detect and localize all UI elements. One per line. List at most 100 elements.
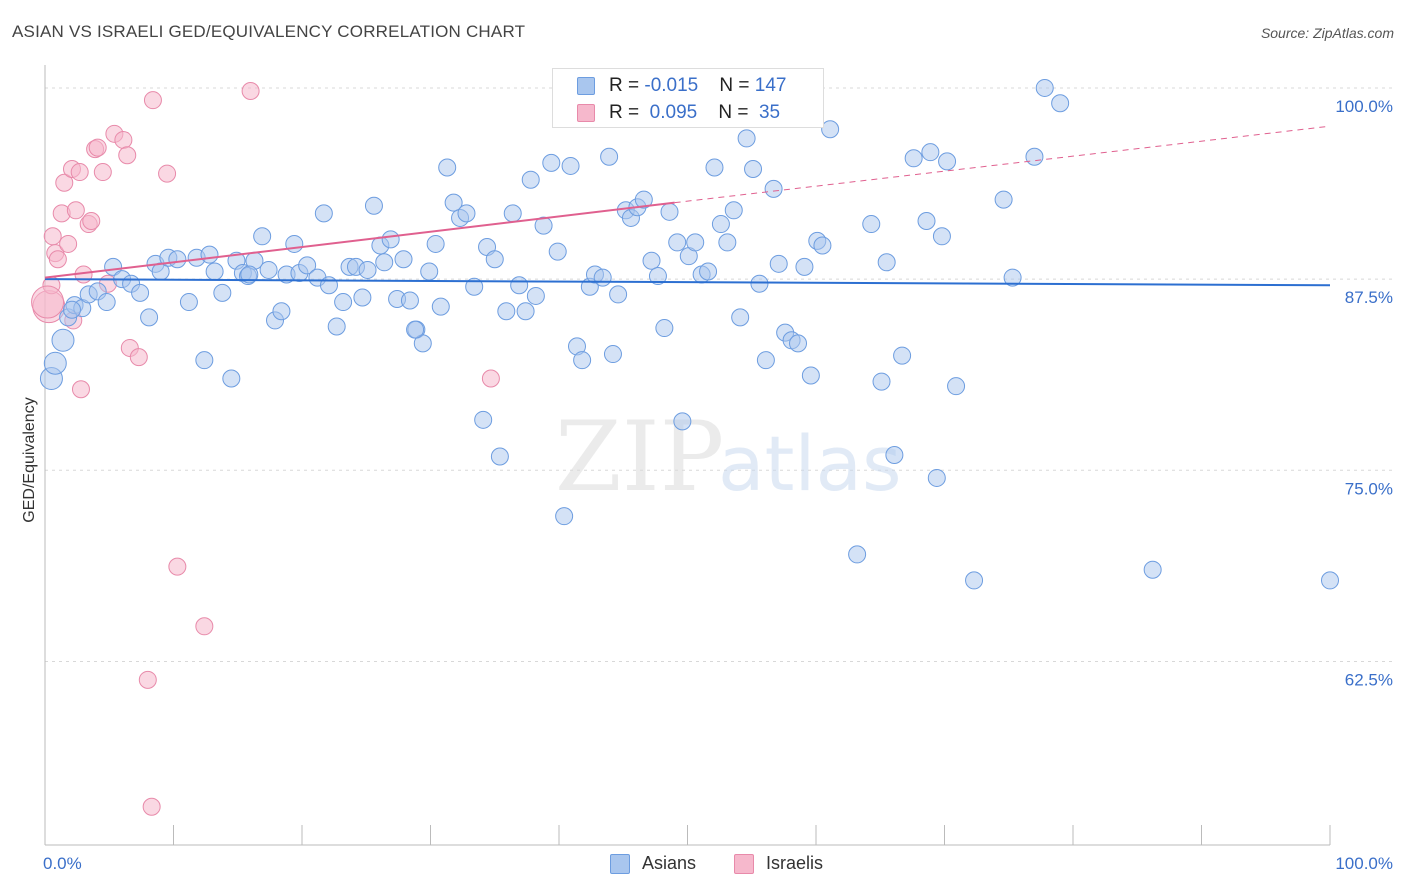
axes	[44, 65, 1331, 846]
asian-point	[872, 372, 891, 391]
chart-title: ASIAN VS ISRAELI GED/EQUIVALENCY CORRELA…	[12, 22, 526, 41]
asian-point	[801, 366, 820, 385]
asian-point	[1321, 571, 1339, 590]
asian-point	[655, 319, 674, 338]
israeli-point	[48, 250, 67, 269]
trend-lines	[44, 125, 1331, 287]
asian-point	[573, 351, 592, 370]
correlation-legend: R = -0.015 N = 147 R = 0.095 N = 35	[552, 68, 824, 128]
israeli-point	[114, 130, 133, 149]
israeli-point	[43, 227, 62, 246]
asian-point	[131, 283, 150, 302]
israeli-point	[88, 138, 107, 157]
series-legend: Asians Israelis	[0, 850, 1406, 878]
asian-point	[516, 302, 535, 321]
asian-point	[1051, 94, 1070, 113]
asian-point	[285, 234, 304, 253]
asian-point	[213, 283, 232, 302]
y-tick-label-1: 75.0%	[1345, 479, 1393, 498]
asian-point	[764, 179, 783, 198]
asian-point	[521, 170, 540, 189]
israeli-point	[168, 557, 187, 576]
israeli-point	[129, 348, 148, 367]
israeli-point	[118, 146, 137, 165]
x-tick-label-1: 100.0%	[1335, 854, 1393, 873]
legend-label-israelis: Israelis	[766, 853, 824, 873]
asian-point	[548, 242, 567, 261]
legend-text-asians: R = -0.015 N = 147	[609, 75, 786, 97]
asian-point	[668, 233, 687, 252]
n-label: N =	[718, 102, 754, 123]
asian-point	[744, 160, 763, 178]
n-value: 147	[754, 75, 787, 96]
asian-point	[200, 245, 219, 264]
asian-point	[364, 196, 383, 215]
watermark-zip: ZIP	[555, 401, 724, 513]
r-label: R =	[609, 75, 645, 96]
legend-text-israelis: R = 0.095 N = 35	[609, 102, 780, 124]
source-label: Source: ZipAtlas.com	[1260, 25, 1394, 41]
asian-point	[62, 300, 81, 319]
asian-point	[648, 267, 667, 286]
asian-point	[474, 410, 493, 429]
israeli-point	[55, 173, 74, 192]
asian-point	[542, 153, 561, 172]
asian-point	[673, 412, 692, 431]
asian-point	[731, 308, 750, 327]
asian-point	[420, 262, 439, 281]
asian-point	[327, 317, 346, 336]
asian-point	[319, 276, 338, 295]
asian-point	[526, 286, 545, 305]
asian-point	[737, 129, 756, 148]
asian-point	[686, 233, 705, 252]
israeli-trend-line	[44, 201, 675, 279]
israeli-point	[138, 670, 157, 689]
x-tick-label-0: 0.0%	[43, 854, 82, 873]
watermark-atlas: atlas	[718, 419, 902, 508]
y-tick-label-3: 100.0%	[1335, 97, 1393, 116]
israeli-point	[481, 369, 500, 388]
legend-swatch-israelis	[577, 104, 595, 122]
asian-point	[140, 308, 159, 327]
asian-point	[603, 345, 622, 364]
israeli-point	[66, 201, 85, 220]
y-tick-label-2: 87.5%	[1345, 288, 1393, 307]
watermark: ZIP atlas	[555, 401, 902, 513]
israeli-point	[82, 212, 101, 230]
asian-point	[724, 201, 743, 220]
asian-point	[259, 260, 278, 279]
asian-point	[400, 291, 419, 310]
asian-point	[43, 351, 67, 375]
asian-point	[756, 351, 775, 370]
y-axis-label: GED/Equivalency	[21, 397, 38, 523]
asian-point	[438, 158, 457, 177]
asian-point	[1025, 147, 1044, 166]
asian-point	[222, 369, 241, 388]
asian-point	[195, 351, 214, 370]
asian-point	[444, 193, 463, 212]
asian-point	[718, 233, 737, 252]
asian-point	[848, 545, 867, 564]
asian-point	[699, 262, 718, 281]
israeli-point	[158, 164, 177, 183]
asian-point	[877, 253, 896, 272]
israeli-point	[59, 234, 78, 253]
asian-point	[104, 257, 123, 276]
y-tick-label-0: 62.5%	[1345, 670, 1393, 689]
asian-point	[97, 293, 116, 312]
asian-point	[750, 274, 769, 293]
asian-point	[921, 143, 940, 162]
asian-point	[272, 302, 291, 321]
legend-label-asians: Asians	[642, 853, 697, 873]
asian-point	[510, 276, 529, 295]
asian-point	[917, 212, 936, 230]
asian-point	[358, 260, 377, 279]
r-value: 0.095	[644, 102, 698, 123]
asian-point	[334, 293, 353, 312]
asian-point	[705, 158, 724, 177]
asian-point	[394, 250, 413, 269]
israeli-point	[71, 380, 90, 399]
asian-point	[813, 236, 832, 255]
asian-point	[353, 288, 372, 307]
